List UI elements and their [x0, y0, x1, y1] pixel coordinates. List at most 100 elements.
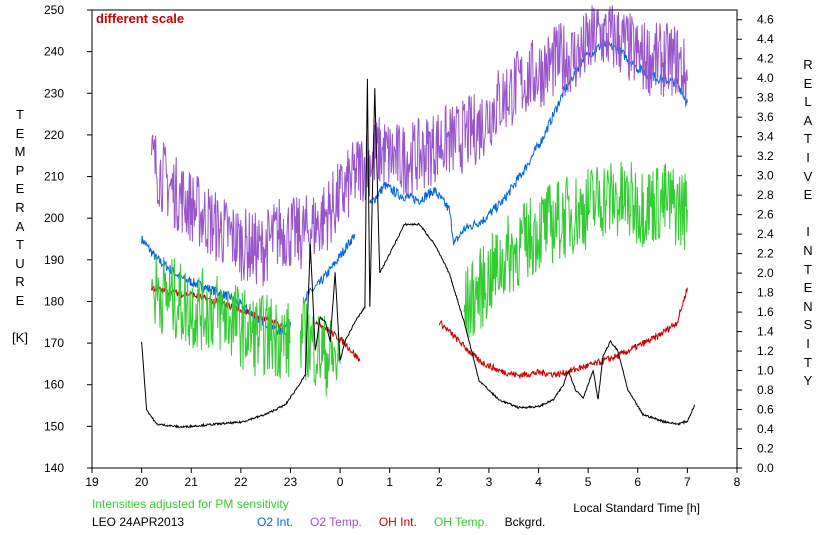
left-y-tick-label: 240 — [44, 45, 64, 59]
different-scale-annotation: different scale — [96, 11, 184, 26]
right-y-tick-label: 0.2 — [757, 442, 774, 456]
axis-title-letter: P — [15, 162, 25, 178]
series-line-oh-temp — [463, 161, 688, 338]
axis-title-letter: E — [803, 75, 813, 91]
left-y-tick-labels: 140 150 160 170 180 190 200 210 220 230 240 250 — [44, 3, 64, 475]
x-tick-label: 2 — [436, 475, 443, 489]
axis-title-letter: E — [15, 292, 25, 308]
axis-title-letter: T — [804, 354, 812, 370]
left-y-tick-label: 200 — [44, 211, 64, 225]
right-y-tick-label: 4.6 — [757, 13, 774, 27]
axis-title-letter: N — [803, 298, 813, 314]
right-y-tick-label: 3.6 — [757, 110, 774, 124]
right-y-tick-labels: 0.0 0.2 0.4 0.6 0.8 1.0 1.2 1.4 1.6 1.8 2.0 2.2 2.4 2… — [757, 13, 774, 475]
x-tick-label: 6 — [634, 475, 641, 489]
right-y-tick-label: 4.4 — [757, 32, 774, 46]
x-tick-label: 20 — [135, 475, 149, 489]
pm-sensitivity-note: Intensities adjusted for PM sensitivity — [92, 497, 289, 511]
right-y-tick-label: 1.4 — [757, 325, 774, 339]
axis-title-letter: R — [15, 274, 25, 290]
axis-title-letter: L — [804, 94, 812, 110]
x-tick-label: 22 — [234, 475, 248, 489]
x-tick-label: 5 — [585, 475, 592, 489]
series-line-bckgrd — [141, 78, 696, 429]
x-tick-label: 8 — [734, 475, 741, 489]
x-tick-label: 7 — [684, 475, 691, 489]
right-y-tick-label: 1.2 — [757, 344, 774, 358]
right-y-tick-label: 3.8 — [757, 91, 774, 105]
axis-ticks — [87, 9, 742, 473]
right-y-tick-label: 2.6 — [757, 208, 774, 222]
x-tick-label: 0 — [337, 475, 344, 489]
right-y-tick-label: 2.0 — [757, 266, 774, 280]
axis-title-letter — [796, 205, 820, 224]
series-line-o2-temp — [151, 5, 688, 287]
axis-title-letter: M — [14, 144, 26, 160]
x-tick-label: 3 — [486, 475, 493, 489]
x-tick-label: 1 — [386, 475, 393, 489]
left-y-tick-label: 250 — [44, 3, 64, 17]
axis-title-letter: I — [806, 149, 810, 165]
axis-title-letter: N — [803, 242, 813, 258]
series-line-oh-temp — [151, 255, 291, 379]
series-line-oh-int — [438, 287, 688, 379]
right-y-tick-label: 3.4 — [757, 130, 774, 144]
plot-frame — [91, 9, 738, 469]
axis-title-letter: T — [16, 237, 24, 253]
right-y-tick-label: 2.8 — [757, 188, 774, 202]
legend-item: O2 Temp. — [310, 515, 362, 529]
axis-title-letter: E — [15, 181, 25, 197]
series-line-o2-int — [304, 233, 356, 303]
axis-title-letter: [K] — [12, 330, 28, 346]
legend-item: OH Temp. — [433, 515, 488, 529]
axis-title-letter: R — [15, 199, 25, 215]
axis-title-letter: A — [803, 112, 813, 128]
right-y-tick-label: 2.4 — [757, 227, 774, 241]
axis-title-letter: A — [15, 218, 25, 234]
left-y-tick-label: 160 — [44, 378, 64, 392]
axis-title-letter: I — [806, 224, 810, 240]
plot-series — [141, 5, 696, 429]
legend: O2 Int. O2 Temp. OH Int. OH Temp. Bckgrd. — [257, 515, 562, 529]
left-y-tick-label: 220 — [44, 128, 64, 142]
axis-title-letter: E — [803, 187, 813, 203]
station-date: LEO 24APR2013 — [92, 515, 185, 529]
left-y-tick-label: 150 — [44, 419, 64, 433]
axis-title-letter: S — [803, 317, 813, 333]
series-line-oh-temp — [299, 297, 341, 397]
left-y-tick-label: 230 — [44, 86, 64, 100]
x-tick-label: 19 — [85, 475, 99, 489]
right-y-tick-label: 0.6 — [757, 403, 774, 417]
axis-title-letter: V — [803, 168, 813, 184]
right-y-tick-label: 1.0 — [757, 364, 774, 378]
left-y-tick-label: 190 — [44, 253, 64, 267]
right-y-tick-label: 1.8 — [757, 286, 774, 300]
x-tick-label: 4 — [535, 475, 542, 489]
axis-title-letter: T — [16, 107, 24, 122]
axis-title-letter — [8, 311, 32, 330]
x-tick-label: 23 — [284, 475, 298, 489]
right-y-tick-label: 0.8 — [757, 383, 774, 397]
x-axis-label: Local Standard Time [h] — [573, 501, 700, 515]
legend-item: Bckgrd. — [504, 515, 546, 529]
axis-title-letter: T — [804, 131, 812, 147]
legend-item: OH Int. — [378, 515, 417, 529]
x-tick-labels: 19 20 21 22 23 0 1 2 3 4 5 6 7 8 — [85, 475, 740, 489]
legend-item: O2 Int. — [257, 515, 294, 529]
axis-title-letter: R — [803, 57, 813, 72]
left-y-tick-label: 210 — [44, 170, 64, 184]
axis-title-letter: U — [15, 255, 25, 271]
left-y-tick-label: 170 — [44, 336, 64, 350]
x-tick-label: 21 — [185, 475, 199, 489]
axis-title-letter: T — [804, 261, 812, 277]
axis-title-letter: I — [806, 335, 810, 351]
right-y-tick-label: 4.2 — [757, 52, 774, 66]
right-y-tick-label: 0.0 — [757, 461, 774, 475]
right-y-tick-label: 1.6 — [757, 305, 774, 319]
right-y-tick-label: 3.2 — [757, 149, 774, 163]
right-y-tick-label: 0.4 — [757, 422, 774, 436]
axis-title-letter: E — [15, 125, 25, 141]
